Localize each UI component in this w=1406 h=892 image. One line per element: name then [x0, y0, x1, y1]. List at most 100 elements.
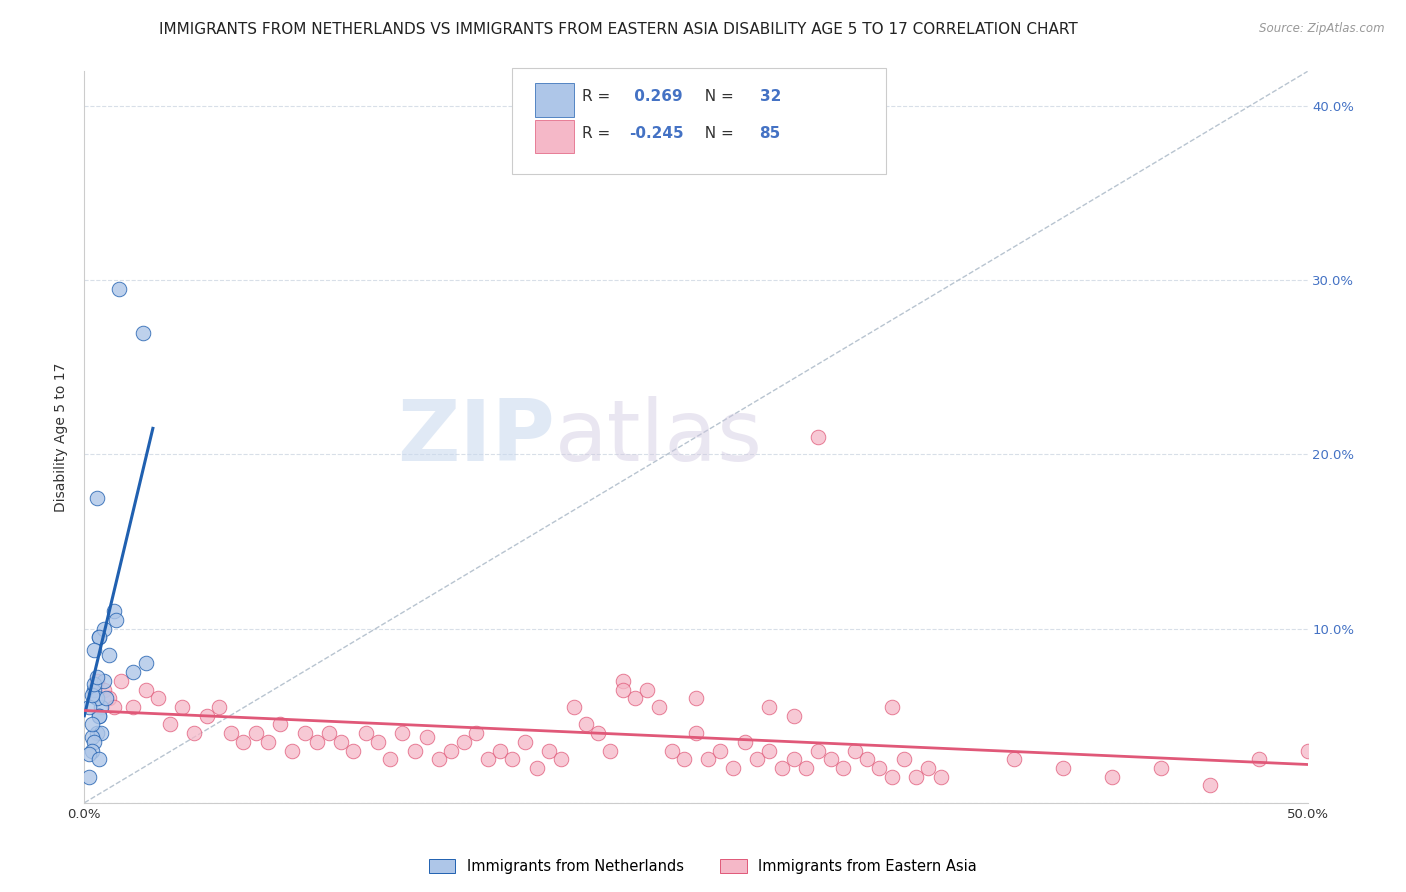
- Point: [86, 673, 108, 688]
- Point: [636, 682, 658, 697]
- Point: [87, 708, 110, 723]
- Point: [672, 752, 695, 766]
- Point: [97, 648, 120, 662]
- Point: [77, 770, 100, 784]
- Point: [917, 761, 939, 775]
- Text: -0.245: -0.245: [628, 126, 683, 141]
- Point: [93, 673, 115, 688]
- Point: [77, 700, 100, 714]
- Point: [770, 761, 793, 775]
- Point: [83, 642, 105, 657]
- Point: [103, 604, 125, 618]
- Point: [80, 688, 103, 702]
- Point: [734, 735, 756, 749]
- Point: [709, 743, 731, 757]
- FancyBboxPatch shape: [513, 68, 886, 174]
- Point: [575, 717, 598, 731]
- Point: [83, 677, 105, 691]
- Point: [502, 752, 524, 766]
- Point: [820, 752, 842, 766]
- Point: [93, 682, 115, 697]
- Legend: Immigrants from Netherlands, Immigrants from Eastern Asia: Immigrants from Netherlands, Immigrants …: [423, 854, 983, 880]
- Point: [648, 700, 671, 714]
- Text: ZIP: ZIP: [398, 395, 555, 479]
- Point: [880, 770, 903, 784]
- Point: [721, 761, 744, 775]
- Point: [586, 726, 609, 740]
- Point: [90, 726, 112, 740]
- Point: [87, 752, 110, 766]
- Text: N =: N =: [695, 126, 738, 141]
- Point: [77, 747, 100, 761]
- Point: [477, 752, 499, 766]
- Point: [86, 691, 108, 706]
- Point: [219, 726, 242, 740]
- Point: [440, 743, 463, 757]
- Text: 32: 32: [759, 89, 780, 104]
- Point: [807, 743, 830, 757]
- Point: [550, 752, 572, 766]
- Text: Source: ZipAtlas.com: Source: ZipAtlas.com: [1260, 22, 1385, 36]
- Point: [80, 743, 103, 757]
- Point: [330, 735, 353, 749]
- Text: N =: N =: [695, 89, 738, 104]
- Text: 0.269: 0.269: [628, 89, 682, 104]
- Point: [624, 691, 647, 706]
- Point: [183, 726, 205, 740]
- Point: [172, 700, 194, 714]
- Point: [929, 770, 952, 784]
- Point: [80, 730, 103, 744]
- Point: [135, 682, 157, 697]
- Point: [90, 700, 112, 714]
- Point: [404, 743, 426, 757]
- Point: [354, 726, 377, 740]
- Point: [107, 282, 129, 296]
- Point: [1101, 770, 1123, 784]
- Point: [489, 743, 512, 757]
- Point: [1247, 752, 1270, 766]
- Point: [526, 761, 548, 775]
- Point: [132, 326, 155, 340]
- Point: [305, 735, 328, 749]
- Point: [1150, 761, 1173, 775]
- Point: [281, 743, 304, 757]
- Point: [245, 726, 267, 740]
- Point: [747, 752, 769, 766]
- Point: [844, 743, 866, 757]
- Point: [87, 631, 110, 645]
- Point: [1002, 752, 1025, 766]
- Point: [110, 673, 132, 688]
- Point: [269, 717, 291, 731]
- Point: [427, 752, 450, 766]
- Point: [96, 691, 118, 706]
- Point: [1198, 778, 1220, 792]
- Point: [83, 735, 105, 749]
- Point: [146, 691, 169, 706]
- Point: [318, 726, 340, 740]
- Point: [783, 708, 806, 723]
- Point: [794, 761, 817, 775]
- Point: [367, 735, 389, 749]
- Point: [893, 752, 915, 766]
- Point: [93, 622, 115, 636]
- Point: [416, 730, 439, 744]
- Point: [342, 743, 364, 757]
- Point: [87, 708, 110, 723]
- Point: [97, 691, 120, 706]
- Point: [380, 752, 402, 766]
- Point: [122, 665, 145, 680]
- Point: [105, 613, 128, 627]
- Point: [464, 726, 486, 740]
- Point: [880, 700, 903, 714]
- Point: [80, 717, 103, 731]
- Point: [661, 743, 683, 757]
- Point: [905, 770, 928, 784]
- Point: [869, 761, 891, 775]
- Point: [612, 673, 634, 688]
- FancyBboxPatch shape: [534, 120, 574, 153]
- Point: [697, 752, 720, 766]
- Point: [831, 761, 853, 775]
- Point: [758, 700, 780, 714]
- Point: [1052, 761, 1074, 775]
- Point: [538, 743, 561, 757]
